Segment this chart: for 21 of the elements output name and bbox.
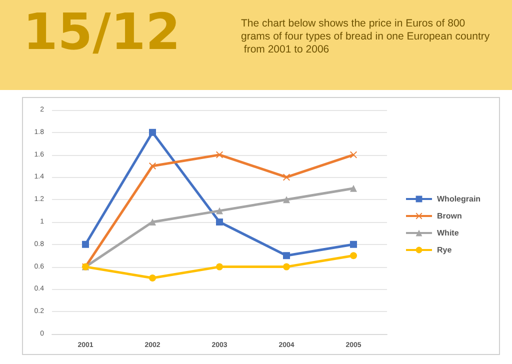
point bbox=[149, 162, 156, 170]
point bbox=[350, 240, 357, 248]
point bbox=[216, 263, 223, 270]
legend-label: Rye bbox=[437, 246, 452, 254]
point bbox=[350, 252, 357, 260]
point bbox=[283, 263, 290, 270]
point bbox=[283, 252, 290, 260]
point bbox=[82, 240, 89, 248]
point bbox=[216, 218, 223, 226]
point bbox=[283, 196, 290, 204]
point bbox=[149, 274, 156, 282]
legend-label: Brown bbox=[437, 212, 462, 220]
point bbox=[350, 184, 357, 192]
point bbox=[216, 207, 223, 214]
point bbox=[149, 128, 156, 136]
point bbox=[149, 218, 156, 226]
legend-label: White bbox=[437, 228, 460, 238]
legend-label: Wholegrain bbox=[437, 194, 481, 204]
point bbox=[283, 174, 290, 181]
chart-subtitle: The chart below shows the price in Euros of 800 grams of four types of bread in one European country from 2001 to 2006 bbox=[241, 18, 490, 56]
chart-title: 15/12 bbox=[23, 3, 180, 61]
